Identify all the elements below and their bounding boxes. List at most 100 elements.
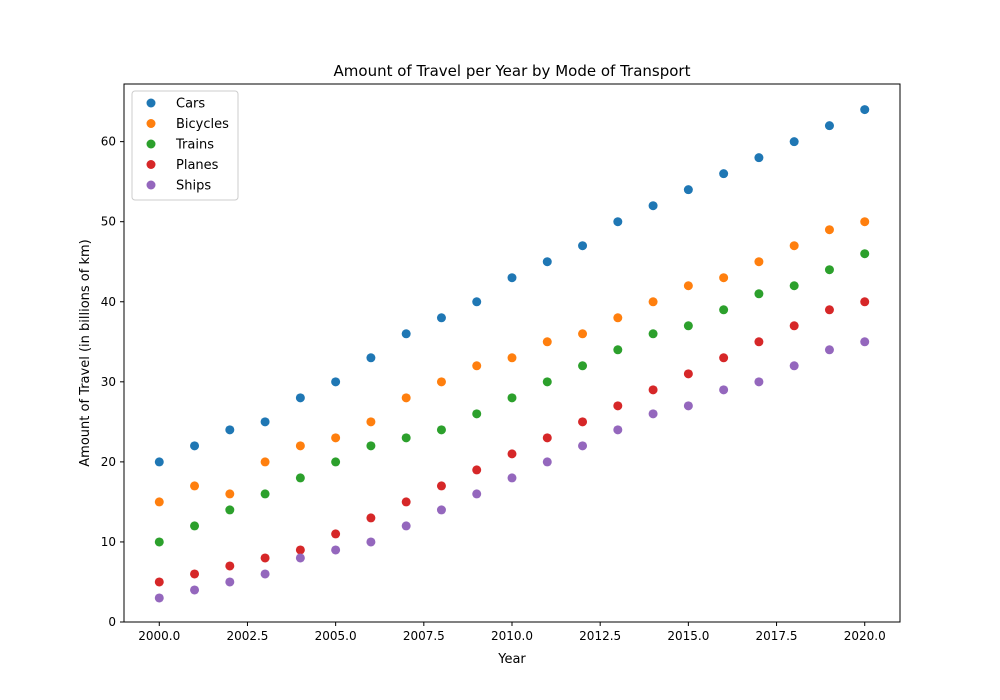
- series-bicycles: [154, 217, 870, 507]
- data-point: [542, 433, 552, 443]
- x-tick-label: 2020.0: [844, 629, 886, 643]
- data-point: [683, 401, 693, 411]
- data-point: [154, 497, 164, 507]
- data-point: [824, 305, 834, 315]
- data-point: [860, 337, 870, 347]
- plot-frame: [123, 83, 901, 623]
- data-point: [824, 225, 834, 235]
- data-point: [719, 385, 729, 395]
- data-point: [578, 361, 588, 371]
- data-point: [331, 433, 341, 443]
- y-tick-label: 60: [101, 135, 116, 149]
- data-point: [154, 577, 164, 587]
- data-point: [789, 137, 799, 147]
- data-point: [860, 249, 870, 259]
- series-trains: [154, 249, 870, 547]
- data-point: [401, 393, 411, 403]
- data-point: [225, 561, 235, 571]
- legend-label: Cars: [176, 97, 205, 112]
- data-point: [789, 361, 799, 371]
- legend-marker: [146, 160, 156, 169]
- data-point: [225, 425, 235, 435]
- data-point: [613, 313, 623, 323]
- legend-label: Bicycles: [176, 117, 229, 132]
- x-tick-label: 2017.5: [756, 629, 798, 643]
- legend-marker: [146, 119, 156, 128]
- data-point: [683, 321, 693, 331]
- data-point: [860, 297, 870, 307]
- data-point: [754, 377, 764, 387]
- data-point: [366, 441, 376, 451]
- data-point: [472, 297, 482, 307]
- legend-label: Ships: [176, 179, 211, 194]
- series-ships: [154, 337, 870, 603]
- y-tick-label: 30: [101, 375, 116, 389]
- data-point: [154, 457, 164, 467]
- data-point: [295, 545, 305, 555]
- x-tick-label: 2015.0: [667, 629, 709, 643]
- y-tick-label: 20: [101, 455, 116, 469]
- data-point: [225, 489, 235, 499]
- data-point: [860, 217, 870, 227]
- legend-marker: [146, 98, 156, 108]
- x-tick-label: 2002.5: [226, 629, 268, 643]
- data-points: [154, 105, 870, 603]
- data-point: [578, 241, 588, 251]
- data-point: [824, 345, 834, 355]
- data-point: [472, 409, 482, 419]
- data-point: [154, 537, 164, 547]
- data-point: [683, 281, 693, 291]
- data-point: [719, 305, 729, 315]
- data-point: [190, 569, 200, 579]
- data-point: [436, 377, 446, 387]
- legend-marker: [146, 139, 156, 149]
- data-point: [366, 513, 376, 523]
- axis-ticks: 2000.0 2002.5 2005.0 2007.5 2010.0 2012.5 2015…: [101, 135, 886, 643]
- data-point: [719, 273, 729, 283]
- data-point: [719, 353, 729, 363]
- x-tick-label: 2000.0: [138, 629, 180, 643]
- data-point: [648, 297, 658, 307]
- data-point: [648, 409, 658, 419]
- data-point: [190, 481, 200, 491]
- data-point: [789, 281, 799, 291]
- data-point: [331, 529, 341, 539]
- data-point: [578, 329, 588, 339]
- data-point: [542, 257, 552, 267]
- data-point: [719, 169, 729, 179]
- chart-title: Amount of Travel per Year by Mode of Tra…: [334, 62, 691, 80]
- data-point: [648, 385, 658, 395]
- data-point: [436, 425, 446, 435]
- data-point: [331, 377, 341, 387]
- legend-label: Trains: [175, 138, 214, 153]
- y-axis-label: Amount of Travel (in billions of km): [78, 239, 93, 466]
- data-point: [754, 257, 764, 267]
- data-point: [260, 553, 270, 563]
- data-point: [331, 457, 341, 467]
- series-cars: [154, 105, 870, 467]
- data-point: [260, 489, 270, 499]
- data-point: [683, 369, 693, 379]
- data-point: [542, 377, 552, 387]
- y-tick-label: 10: [101, 535, 116, 549]
- data-point: [190, 441, 200, 451]
- data-point: [613, 401, 623, 411]
- data-point: [507, 473, 517, 483]
- data-point: [366, 417, 376, 427]
- legend-box: [131, 90, 239, 201]
- data-point: [472, 465, 482, 475]
- data-point: [754, 153, 764, 163]
- data-point: [683, 185, 693, 195]
- data-point: [507, 449, 517, 459]
- data-point: [860, 105, 870, 115]
- data-point: [507, 393, 517, 403]
- data-point: [260, 417, 270, 427]
- data-point: [613, 425, 623, 435]
- data-point: [331, 545, 341, 555]
- data-point: [225, 505, 235, 515]
- data-point: [295, 441, 305, 451]
- data-point: [436, 313, 446, 323]
- data-point: [824, 265, 834, 275]
- data-point: [190, 521, 200, 531]
